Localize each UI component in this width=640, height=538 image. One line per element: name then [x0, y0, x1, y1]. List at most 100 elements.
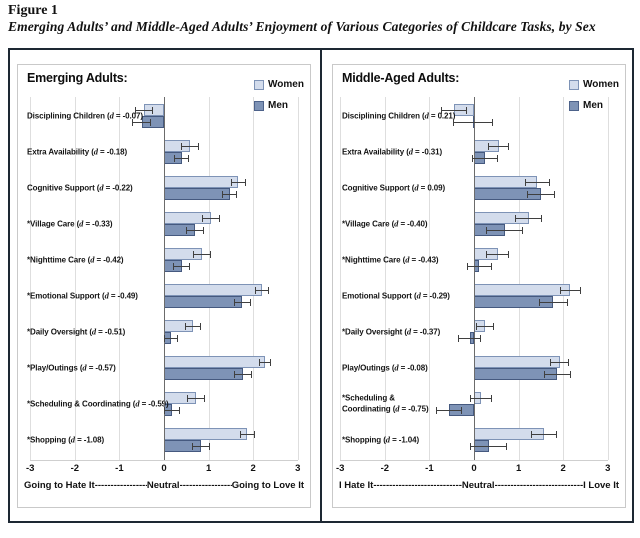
figure-frame: Emerging Adults: Women Men -3 -2 -1 0 1 2 3 Dis… — [8, 48, 634, 523]
gridline — [607, 97, 609, 460]
x-tick-label: 0 — [471, 463, 477, 474]
error-bar — [234, 299, 251, 306]
error-bar-cap — [236, 191, 238, 198]
error-bar — [466, 263, 492, 270]
error-bar — [527, 191, 555, 198]
bar-women — [164, 356, 265, 368]
error-bar-cap — [188, 155, 190, 162]
category-label: *Daily Oversight (d = -0.37) — [342, 326, 441, 337]
error-bar-cap — [177, 335, 179, 342]
error-bar — [544, 371, 571, 378]
error-bar-cap — [192, 251, 194, 258]
category-label: Emotional Support (d = -0.29) — [342, 290, 450, 301]
gridline — [297, 97, 299, 460]
bar-women — [164, 428, 248, 440]
plot-bottom-border — [30, 460, 298, 461]
error-bar — [486, 251, 509, 258]
error-bar — [174, 155, 190, 162]
error-bar — [186, 227, 205, 234]
error-bar — [457, 335, 482, 342]
legend-item-men: Men — [569, 100, 619, 111]
error-bar-cap — [435, 407, 437, 414]
x-axis-caption: Going to Hate It------------------------… — [24, 480, 305, 491]
error-bar — [221, 191, 238, 198]
error-bar-cap — [234, 371, 236, 378]
legend-item-women: Women — [569, 79, 619, 90]
error-bar — [515, 215, 543, 222]
chart-emerging-adults: Emerging Adults: Women Men -3 -2 -1 0 1 2 3 Dis… — [17, 64, 311, 508]
error-bar — [191, 443, 211, 450]
legend-label-women: Women — [583, 79, 619, 90]
gridline — [340, 97, 342, 460]
error-bar-cap — [253, 431, 255, 438]
error-bar-cap — [548, 179, 550, 186]
men-swatch-icon — [254, 100, 264, 111]
category-label: *Shopping (d = -1.04) — [342, 434, 420, 445]
error-bar-cap — [480, 335, 482, 342]
legend: Women Men — [569, 79, 619, 121]
category-label: Play/Outings (d = -0.08) — [342, 362, 428, 373]
error-bar-cap — [559, 287, 561, 294]
error-bar-cap — [460, 407, 462, 414]
error-bar-cap — [568, 359, 570, 366]
error-bar-cap — [240, 431, 242, 438]
error-bar-cap — [497, 155, 499, 162]
error-bar — [201, 215, 220, 222]
gridline — [30, 97, 32, 460]
bar-men — [164, 188, 230, 200]
women-swatch-icon — [254, 79, 264, 90]
category-label: Extra Availability (d = -0.18) — [27, 146, 128, 157]
error-bar-cap — [476, 323, 478, 330]
error-bar-cap — [506, 443, 508, 450]
error-bar-cap — [556, 431, 558, 438]
legend-label-men: Men — [268, 100, 288, 111]
error-bar-cap — [234, 299, 236, 306]
figure-label: Figure 1 — [8, 3, 58, 18]
women-swatch-icon — [569, 79, 579, 90]
x-tick-label: -1 — [115, 463, 124, 474]
gridline — [208, 97, 210, 460]
error-bar-cap — [201, 215, 203, 222]
category-label: *Scheduling & Coordinating (d = -0.59) — [27, 398, 169, 409]
error-bar-cap — [164, 335, 165, 342]
bar-women — [164, 176, 239, 188]
error-bar-cap — [466, 263, 468, 270]
error-bar-cap — [199, 323, 201, 330]
gridline — [429, 97, 431, 460]
error-bar-cap — [249, 299, 251, 306]
error-bar — [472, 155, 499, 162]
error-bar-cap — [135, 107, 136, 114]
error-bar-cap — [541, 215, 543, 222]
error-bar-cap — [440, 107, 442, 114]
zero-axis-line — [474, 97, 475, 460]
error-bar-cap — [567, 299, 569, 306]
error-bar-cap — [267, 287, 269, 294]
bar-women — [474, 284, 571, 296]
category-label: Disciplining Children (d = -0.07) — [27, 110, 143, 121]
error-bar — [184, 323, 201, 330]
error-bar — [524, 179, 550, 186]
error-bar — [486, 227, 524, 234]
error-bar — [538, 299, 569, 306]
category-label: *Village Care (d = -0.33) — [27, 218, 113, 229]
bar-men — [164, 296, 243, 308]
error-bar-cap — [173, 263, 175, 270]
error-bar — [234, 371, 253, 378]
panel-middle-aged-adults: Middle-Aged Adults: Women Men -3 -2 -1 0 1 2 3… — [322, 50, 632, 521]
error-bar-cap — [270, 359, 272, 366]
legend: Women Men — [254, 79, 304, 121]
error-bar-cap — [544, 371, 546, 378]
error-bar-cap — [191, 443, 193, 450]
category-label: *Play/Outings (d = -0.57) — [27, 362, 116, 373]
error-bar-cap — [131, 119, 133, 126]
category-label: Extra Availability (d = -0.31) — [342, 146, 443, 157]
error-bar-cap — [251, 371, 253, 378]
category-label: *Nighttime Care (d = -0.42) — [27, 254, 124, 265]
x-tick-label: -1 — [425, 463, 434, 474]
error-bar — [435, 407, 462, 414]
category-label: Cognitive Support (d = 0.09) — [342, 182, 446, 193]
gridline — [518, 97, 520, 460]
x-tick-label: 2 — [560, 463, 566, 474]
category-label: *Emotional Support (d = -0.49) — [27, 290, 138, 301]
error-bar-cap — [179, 407, 181, 414]
